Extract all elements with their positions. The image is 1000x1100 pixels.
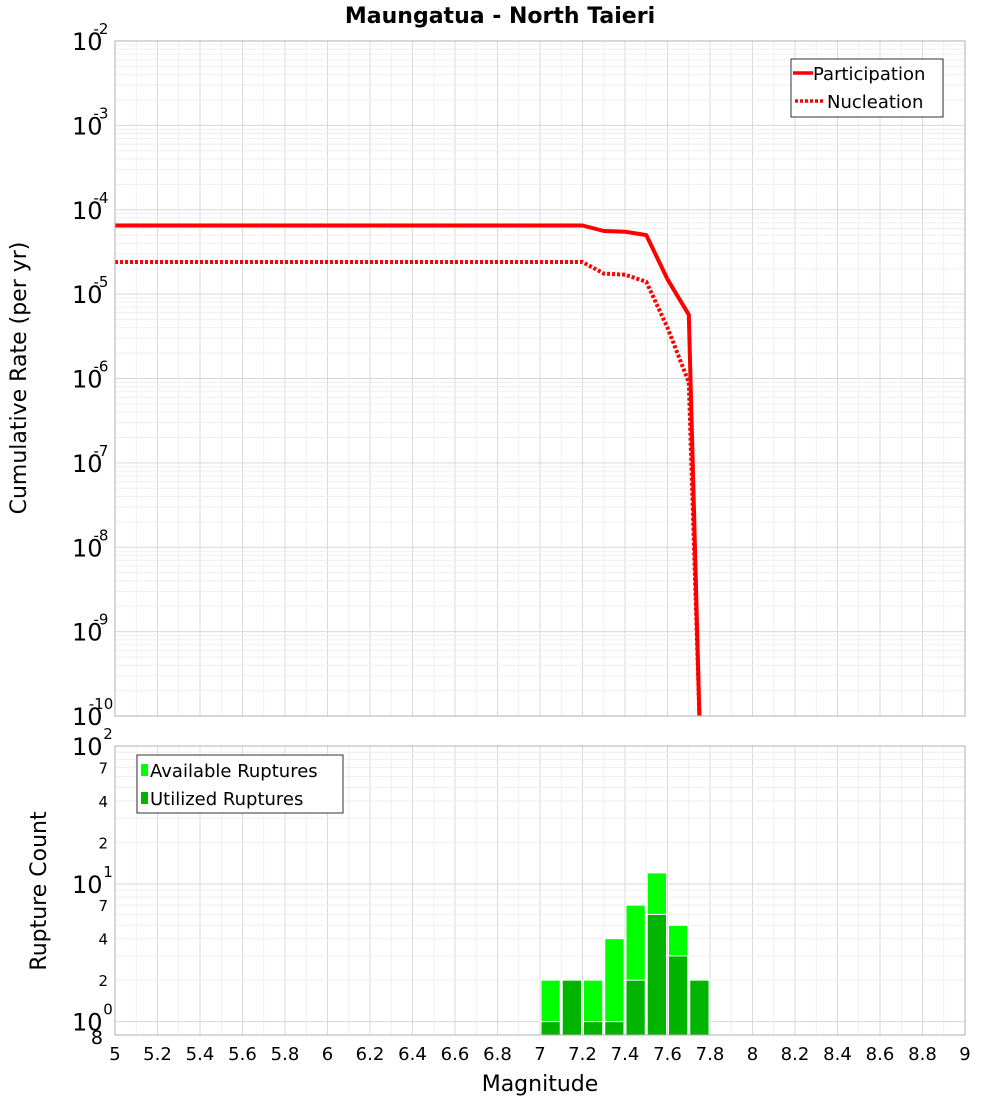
x-tick-5.2: 5.2 [143, 1044, 172, 1065]
x-tick-5.4: 5.4 [186, 1044, 215, 1065]
bottom-y-tick-0: 10 0 [72, 1001, 113, 1037]
top-y-tick-exponent: -7 [94, 442, 109, 460]
top-y-tick-exponent: -4 [94, 189, 109, 207]
legend-utilized-label: Utilized Ruptures [150, 789, 303, 810]
bottom-y-tick-base: 10 [72, 871, 103, 899]
bar-available [604, 938, 625, 1036]
bar-utilized [604, 1021, 625, 1036]
x-tick-6.6: 6.6 [441, 1044, 470, 1065]
top-y-tick-exponent: -2 [94, 20, 109, 38]
x-tick-6: 6 [322, 1044, 333, 1065]
top-y-tick-exponent: -3 [94, 104, 109, 122]
series-line-participation [115, 223, 702, 717]
bottom-y-minor-tick: 4 [98, 793, 108, 811]
x-tick-6.4: 6.4 [398, 1044, 427, 1065]
legend-participation-label: Participation [813, 64, 925, 85]
top-y-tick-base: 10 [72, 619, 103, 647]
x-tick-8.4: 8.4 [823, 1044, 852, 1065]
bottom-y-tick-exponent: 1 [103, 863, 113, 881]
top-y-tick--8: 10-8 [72, 526, 108, 562]
x-tick-5.6: 5.6 [228, 1044, 257, 1065]
top-y-tick--2: 10-2 [72, 20, 108, 56]
top-y-tick-exponent: -6 [94, 358, 109, 376]
x-tick-6.8: 6.8 [483, 1044, 512, 1065]
x-tick-7.4: 7.4 [611, 1044, 640, 1065]
rate-curves [115, 223, 702, 717]
rupture-bars [540, 872, 710, 1036]
bottom-y-minor-tick: 4 [98, 931, 108, 949]
x-tick-labels: 5 5.2 5.4 5.6 5.8 6 6.2 6.4 6.6 6.8 7 7.2 7.4 7.6 7.8 8… [109, 1044, 970, 1065]
top-y-tick--9: 10-9 [72, 611, 108, 647]
top-legend: Participation Nucleation [790, 58, 944, 118]
top-y-tick-base: 10 [72, 197, 103, 225]
top-y-tick-base: 10 [72, 112, 103, 140]
top-y-tick--5: 10-5 [72, 273, 108, 309]
bottom-y-minor-tick: 7 [98, 897, 108, 915]
top-y-tick--6: 10-6 [72, 358, 108, 394]
top-plot-frame [114, 40, 966, 717]
bottom-y-tick-exponent: 0 [103, 1001, 113, 1019]
top-y-tick-base: 10 [72, 366, 103, 394]
bar-utilized [583, 1021, 604, 1036]
x-axis-title: Magnitude [482, 1072, 599, 1097]
x-tick-8.2: 8.2 [781, 1044, 810, 1065]
bar-utilized [646, 913, 667, 1036]
top-y-tick-exponent: -8 [94, 526, 109, 544]
bottom-y-axis-title: Rupture Count [27, 811, 52, 971]
bar-utilized [668, 955, 689, 1036]
x-tick-8.6: 8.6 [866, 1044, 895, 1065]
bottom-y-minor-tick: 2 [98, 972, 108, 990]
x-tick-9: 9 [959, 1044, 970, 1065]
bottom-legend: Available Ruptures Utilized Ruptures [136, 754, 344, 814]
bottom-y-tick-base: 10 [72, 1009, 103, 1037]
bottom-y-tick-base: 10 [72, 733, 103, 761]
top-y-tick-exponent: -5 [94, 273, 109, 291]
bottom-y-tick-exponent: 2 [103, 725, 113, 743]
top-y-tick-base: 10 [72, 281, 103, 309]
legend-nucleation-label: Nucleation [827, 92, 923, 113]
chart-title: Maungatua - North Taieri [345, 4, 655, 29]
top-y-tick--7: 10-7 [72, 442, 108, 478]
legend-available-label: Available Ruptures [150, 761, 318, 782]
x-tick-7: 7 [534, 1044, 545, 1065]
top-y-tick--10: 10-10 [72, 695, 113, 731]
series-line-nucleation [115, 260, 702, 717]
bottom-y-minor-tick: 7 [98, 759, 108, 777]
top-legend-box [790, 58, 944, 118]
bottom-y-minor-tick: 8 [91, 1027, 103, 1049]
x-tick-6.2: 6.2 [356, 1044, 385, 1065]
legend-available-swatch [141, 764, 148, 776]
top-y-tick-base: 10 [72, 450, 103, 478]
legend-utilized-swatch [141, 792, 148, 804]
top-y-tick-base: 10 [72, 703, 103, 731]
bottom-y-tick-1: 10 1 [72, 863, 113, 899]
bottom-y-tick-2: 10 2 [72, 725, 113, 761]
x-tick-7.6: 7.6 [653, 1044, 682, 1065]
bottom-legend-box [136, 754, 344, 814]
top-y-tick-exponent: -9 [94, 611, 109, 629]
x-tick-7.8: 7.8 [696, 1044, 725, 1065]
bottom-y-minor-tick: 2 [98, 834, 108, 852]
x-tick-7.2: 7.2 [568, 1044, 597, 1065]
top-y-tick--3: 10-3 [72, 104, 108, 140]
x-tick-8.8: 8.8 [908, 1044, 937, 1065]
bar-utilized [540, 1021, 561, 1036]
top-y-axis-title: Cumulative Rate (per yr) [7, 242, 32, 515]
bar-utilized [561, 979, 582, 1036]
top-plot-grid [114, 40, 966, 717]
x-tick-5: 5 [109, 1044, 120, 1065]
top-y-tick-base: 10 [72, 28, 103, 56]
bar-utilized [689, 979, 710, 1036]
x-tick-8: 8 [747, 1044, 758, 1065]
top-y-tick--4: 10-4 [72, 189, 108, 225]
x-tick-5.8: 5.8 [271, 1044, 300, 1065]
top-y-tick-exponent: -10 [89, 695, 114, 713]
bottom-plot-frame [114, 745, 966, 1036]
top-y-tick-base: 10 [72, 534, 103, 562]
bar-utilized [625, 979, 646, 1036]
